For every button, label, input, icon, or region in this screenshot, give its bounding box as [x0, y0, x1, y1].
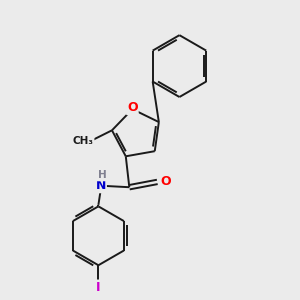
Text: O: O — [127, 101, 138, 114]
Text: H: H — [98, 170, 106, 180]
Text: I: I — [96, 280, 100, 293]
Text: O: O — [160, 176, 171, 188]
Text: CH₃: CH₃ — [73, 136, 94, 146]
Text: N: N — [96, 179, 106, 192]
